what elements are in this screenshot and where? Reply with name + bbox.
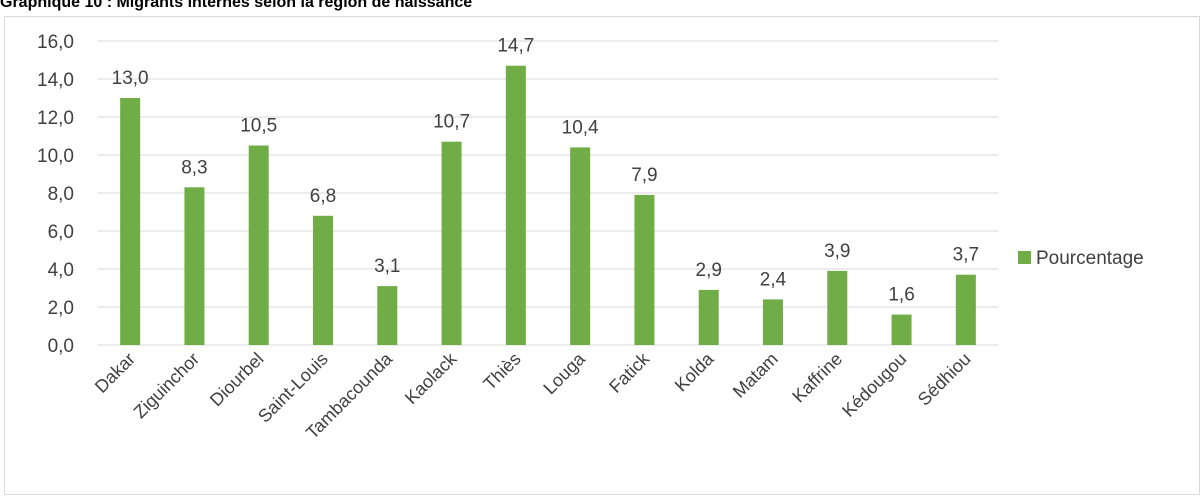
- y-tick-label: 2,0: [48, 298, 74, 319]
- bar: [698, 289, 719, 345]
- y-tick-label: 16,0: [37, 32, 74, 53]
- bar: [634, 194, 655, 345]
- data-label: 1,6: [888, 285, 914, 306]
- legend-swatch: [1018, 251, 1031, 264]
- bar: [763, 299, 783, 345]
- x-tick-label: Louga: [539, 348, 589, 398]
- bar: [955, 274, 976, 345]
- data-label: 10,4: [562, 117, 599, 138]
- x-tick-label: Matam: [729, 349, 782, 402]
- data-label: 2,9: [696, 260, 722, 281]
- y-tick-label: 14,0: [37, 70, 74, 91]
- x-tick-label: Diourbel: [206, 349, 268, 411]
- data-label: 13,0: [112, 68, 149, 89]
- x-tick-label: Thiès: [479, 349, 524, 394]
- data-label: 10,7: [433, 112, 470, 133]
- bar: [377, 286, 398, 345]
- bar: [184, 187, 205, 345]
- bar: [570, 147, 591, 345]
- x-tick-label: Kaffrine: [788, 349, 846, 407]
- x-tick-label: Dakar: [91, 349, 139, 397]
- x-tick-label: Kaolack: [401, 348, 461, 408]
- data-label: 14,7: [497, 36, 534, 57]
- x-tick-label: Ziguinchor: [130, 349, 204, 423]
- y-tick-label: 0,0: [48, 336, 74, 357]
- y-axis-tick-labels: 0,0 2,0 4,0 6,0 8,0 10,0 12,0 14,0 16,0: [37, 32, 74, 357]
- x-tick-label: Kolda: [671, 348, 718, 395]
- bar: [441, 141, 462, 345]
- y-tick-label: 12,0: [37, 108, 74, 129]
- chart-title: Graphique 10 : Migrants internes selon l…: [0, 0, 473, 11]
- data-label: 3,9: [824, 241, 850, 262]
- legend: Pourcentage: [1018, 248, 1144, 269]
- data-label: 3,1: [374, 256, 400, 277]
- bar: [120, 98, 141, 345]
- y-tick-label: 4,0: [48, 260, 74, 281]
- legend-label: Pourcentage: [1036, 248, 1144, 269]
- bars: [120, 65, 976, 345]
- chart-frame: [4, 16, 1200, 495]
- bar: [827, 270, 848, 345]
- x-tick-label: Fatick: [605, 348, 654, 397]
- data-label: 6,8: [310, 186, 336, 207]
- data-label: 3,7: [953, 245, 979, 266]
- bar: [891, 314, 912, 345]
- x-tick-label: Sédhiou: [914, 349, 975, 410]
- data-label: 8,3: [181, 157, 207, 178]
- x-tick-label: Kédougou: [838, 349, 910, 421]
- data-labels: 13,0 8,3 10,5 6,8 3,1 10,7 14,7 10,4 7,9 2,9 2,4 3,…: [112, 36, 979, 306]
- bar: [313, 215, 333, 345]
- data-label: 10,5: [240, 116, 277, 137]
- data-label: 7,9: [631, 165, 657, 186]
- gridlines: [98, 40, 998, 346]
- bar: [248, 145, 269, 345]
- y-tick-label: 8,0: [48, 184, 74, 205]
- y-tick-label: 10,0: [37, 146, 74, 167]
- bar: [505, 65, 526, 345]
- y-tick-label: 6,0: [48, 222, 74, 243]
- data-label: 2,4: [760, 269, 787, 290]
